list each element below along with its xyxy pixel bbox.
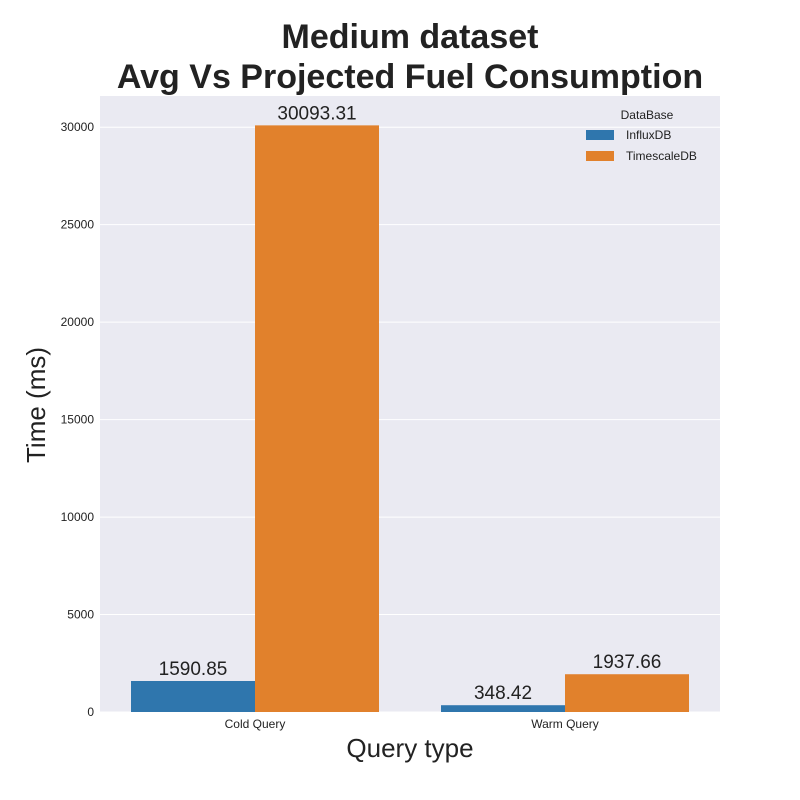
y-tick-label: 20000 bbox=[61, 315, 95, 329]
y-tick-label: 5000 bbox=[67, 608, 94, 622]
bar-influxdb-cold-query bbox=[131, 680, 255, 712]
y-axis-label: Time (ms) bbox=[21, 347, 51, 463]
y-tick-label: 0 bbox=[87, 705, 94, 719]
y-tick-label: 30000 bbox=[61, 120, 95, 134]
legend-swatch-timescaledb bbox=[586, 151, 614, 161]
plot-background bbox=[100, 96, 720, 712]
bar-value-label: 1937.66 bbox=[593, 652, 662, 673]
x-axis-label: Query type bbox=[346, 733, 473, 763]
bar-value-label: 30093.31 bbox=[277, 103, 356, 124]
plot-area: 0 5000 10000 15000 20000 25000 30000 1590.85 300… bbox=[61, 96, 720, 731]
y-tick-label: 25000 bbox=[61, 218, 95, 232]
x-tick-label: Cold Query bbox=[225, 717, 286, 731]
y-tick-label: 15000 bbox=[61, 413, 95, 427]
bar-timescaledb-cold-query bbox=[255, 125, 379, 713]
x-tick-label: Warm Query bbox=[531, 717, 599, 731]
legend-title: DataBase bbox=[621, 108, 674, 122]
chart-title-line-2: Avg Vs Projected Fuel Consumption bbox=[117, 58, 703, 96]
y-tick-label: 10000 bbox=[61, 510, 95, 524]
legend-swatch-influxdb bbox=[586, 130, 614, 140]
bar-value-label: 1590.85 bbox=[159, 659, 228, 680]
chart-title-line-1: Medium dataset bbox=[282, 18, 539, 56]
bar-value-label: 348.42 bbox=[474, 683, 532, 704]
legend-label-influxdb: InfluxDB bbox=[626, 128, 671, 142]
bar-timescaledb-warm-query bbox=[565, 674, 689, 712]
bar-influxdb-warm-query bbox=[441, 705, 565, 712]
legend: DataBase InfluxDB TimescaleDB bbox=[586, 108, 697, 163]
legend-label-timescaledb: TimescaleDB bbox=[626, 149, 697, 163]
